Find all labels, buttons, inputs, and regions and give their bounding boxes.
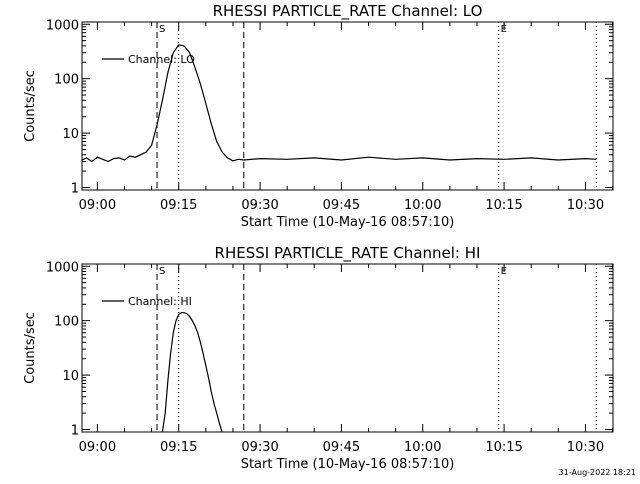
x-tick-label: 09:30 — [241, 198, 278, 213]
x-tick-label: 09:15 — [160, 440, 197, 455]
legend-label: Channel: LO — [128, 53, 195, 66]
time-marker-label: E — [501, 266, 507, 277]
chart-title: RHESSI PARTICLE_RATE Channel: HI — [215, 244, 481, 263]
chart-panel-2: RHESSI PARTICLE_RATE Channel: HI Counts/s… — [23, 244, 614, 472]
y-tick-label: 1 — [71, 424, 79, 439]
chart-title: RHESSI PARTICLE_RATE Channel: LO — [213, 2, 483, 21]
x-axis-label: Start Time (10-May-16 08:57:10) — [241, 457, 455, 472]
x-tick-label: 09:00 — [79, 440, 116, 455]
x-tick-label: 09:15 — [160, 198, 197, 213]
time-marker-label: E — [501, 24, 507, 35]
y-axis-label: Counts/sec — [23, 70, 38, 142]
x-tick-label: 10:00 — [404, 198, 441, 213]
y-tick-label: 1 — [71, 182, 79, 197]
time-marker-label: S — [159, 24, 165, 35]
x-tick-label: 10:00 — [404, 440, 441, 455]
y-tick-label: 1000 — [46, 18, 79, 33]
y-axis-label: Counts/sec — [23, 312, 38, 384]
x-tick-label: 10:15 — [485, 198, 522, 213]
y-tick-label: 10 — [62, 369, 79, 384]
legend-label: Channel: HI — [128, 295, 192, 308]
x-axis-label: Start Time (10-May-16 08:57:10) — [241, 215, 455, 230]
y-tick-label: 1000 — [46, 260, 79, 275]
plot-frame — [81, 263, 614, 433]
y-tick-label: 100 — [54, 315, 79, 330]
chart-panel-1: RHESSI PARTICLE_RATE Channel: LO Counts/s… — [23, 2, 614, 230]
y-tick-label: 10 — [62, 127, 79, 142]
y-tick-label: 100 — [54, 73, 79, 88]
x-tick-label: 10:30 — [567, 198, 604, 213]
x-tick-label: 09:00 — [79, 198, 116, 213]
series-line — [82, 44, 597, 163]
x-tick-label: 09:30 — [241, 440, 278, 455]
time-marker-label: S — [159, 266, 165, 277]
x-tick-label: 09:45 — [323, 440, 360, 455]
x-tick-label: 09:45 — [323, 198, 360, 213]
plot-frame — [81, 21, 614, 191]
series-line — [161, 312, 223, 432]
x-tick-label: 10:30 — [567, 440, 604, 455]
x-tick-label: 10:15 — [485, 440, 522, 455]
footer-timestamp: 31-Aug-2022 18:21 — [559, 468, 636, 477]
